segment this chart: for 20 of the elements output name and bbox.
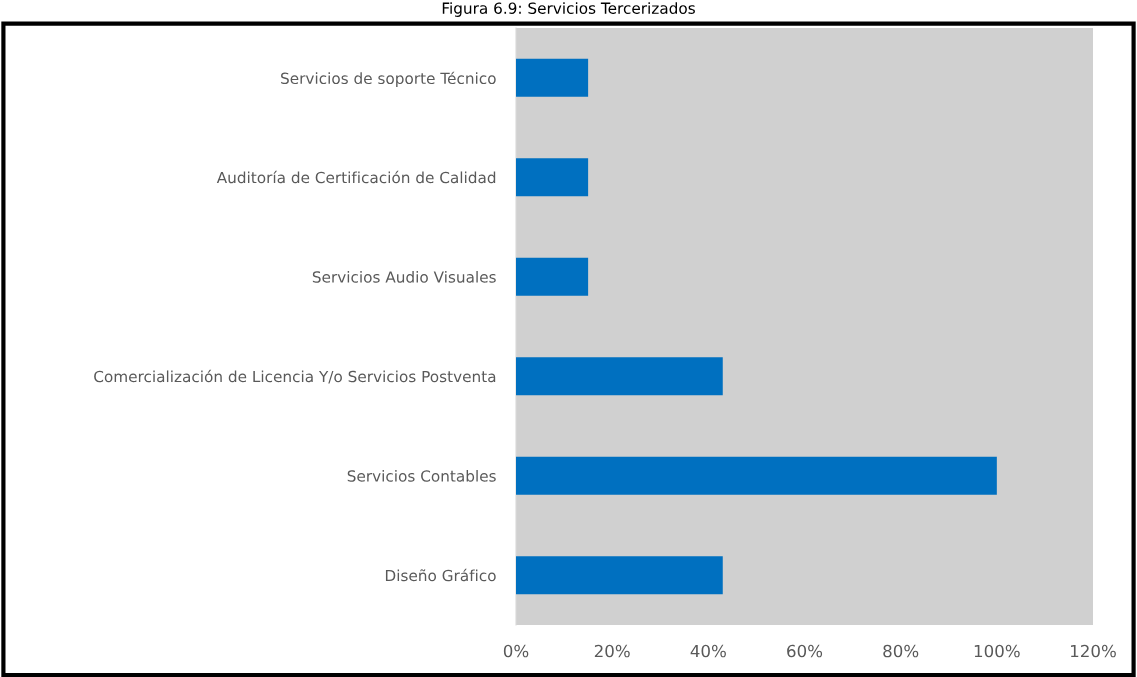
bar xyxy=(516,158,589,197)
y-tick-label: Servicios Audio Visuales xyxy=(312,270,496,283)
x-tick-label: 100% xyxy=(974,644,1020,658)
x-tick-label: 60% xyxy=(787,644,823,658)
x-tick-label: 120% xyxy=(1071,644,1116,658)
y-tick-label: Auditoría de Certificación de Calidad xyxy=(216,170,496,184)
bar xyxy=(516,257,589,296)
y-tick-label: Diseño Gráfico xyxy=(385,568,496,582)
bar xyxy=(516,556,723,595)
y-tick-label: Servicios Contables xyxy=(347,469,496,482)
bar xyxy=(516,357,723,396)
y-tick-label: Comercialización de Licencia Y/o Servicios Postventa xyxy=(94,369,496,384)
y-tick-label: Servicios de soporte Técnico xyxy=(281,71,496,88)
x-tick-label: 0% xyxy=(503,644,529,658)
bar xyxy=(516,456,997,495)
x-tick-label: 20% xyxy=(594,644,630,658)
bar xyxy=(516,58,589,97)
x-tick-label: 40% xyxy=(690,644,726,658)
chart-title: Figura 6.9: Servicios Tercerizados xyxy=(442,2,695,17)
x-tick-label: 80% xyxy=(883,644,919,658)
